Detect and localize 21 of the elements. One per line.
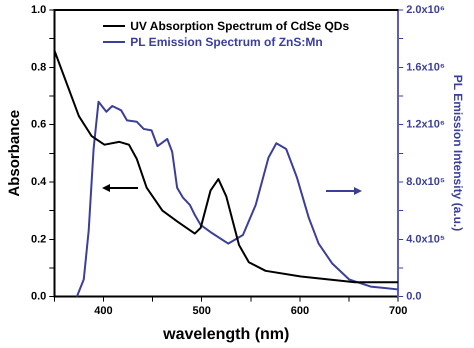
y2-tick-label: 0.0 (406, 290, 422, 303)
y2-tick-label: 2.0x10⁶ (406, 4, 445, 16)
y-tick-label: 0.2 (30, 233, 46, 246)
y2-tick-label: 4.0x10⁵ (406, 233, 445, 246)
y2-axis-title: PL Emission Intensity (a.u.) (451, 75, 466, 232)
x-tick-label: 500 (192, 305, 211, 318)
y-tick-label: 0.6 (30, 118, 46, 131)
x-tick-label: 600 (290, 305, 310, 318)
y-tick-label: 0.8 (30, 61, 46, 74)
x-axis-title: wavelength (nm) (162, 326, 290, 343)
y2-tick-label: 8.0x10⁵ (406, 176, 445, 188)
y-tick-label: 0.0 (30, 290, 46, 303)
y2-tick-label: 1.2x10⁶ (406, 118, 445, 131)
y2-tick-label: 1.6x10⁶ (406, 61, 445, 74)
y-tick-label: 0.4 (30, 176, 48, 188)
x-tick-label: 700 (389, 305, 408, 318)
x-tick-label: 400 (94, 305, 113, 318)
legend-label: UV Absorption Spectrum of CdSe QDs (130, 18, 350, 34)
y-tick-label: 1.0 (30, 4, 46, 16)
legend-label: PL Emission Spectrum of ZnS:Mn (130, 34, 323, 50)
y-axis-title: Absorbance (6, 110, 24, 197)
